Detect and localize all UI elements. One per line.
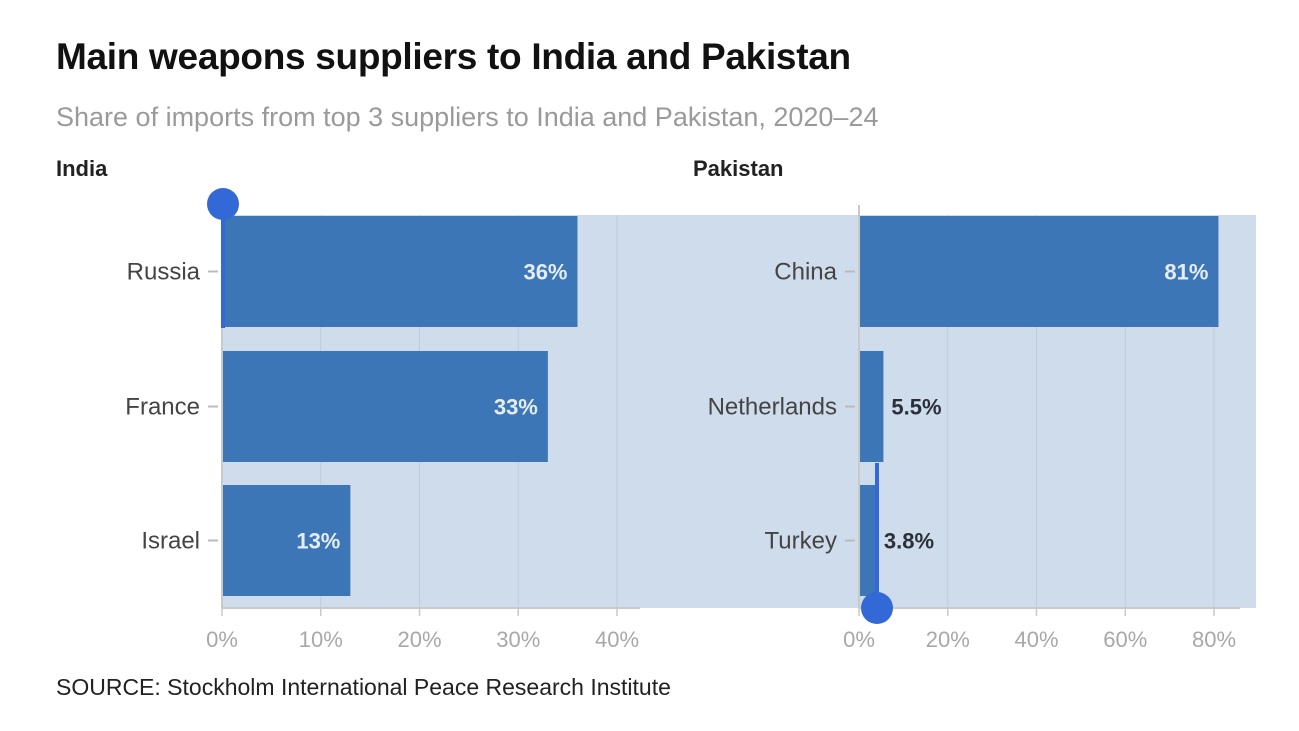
panel-title-india: India <box>56 156 108 181</box>
india-category-label: France <box>125 394 200 421</box>
pakistan-bar-netherlands[interactable] <box>859 351 884 462</box>
india-category-label: Russia <box>127 259 201 286</box>
pakistan-category-label: Netherlands <box>708 394 837 421</box>
pakistan-category-label: China <box>774 259 837 286</box>
india-x-tick-label: 0% <box>206 627 238 652</box>
india-handle-stem <box>221 204 225 328</box>
panel-title-pakistan: Pakistan <box>693 156 784 181</box>
source-note: SOURCE: Stockholm International Peace Re… <box>56 674 671 700</box>
pakistan-handle-stem <box>875 463 879 608</box>
pakistan-x-tick-label: 20% <box>926 627 970 652</box>
chart-subtitle: Share of imports from top 3 suppliers to… <box>56 102 879 132</box>
india-bar-france[interactable] <box>222 351 548 462</box>
india-bar-israel[interactable] <box>222 485 351 596</box>
india-bar-russia[interactable] <box>222 216 578 327</box>
india-value-label: 13% <box>296 529 340 554</box>
pakistan-category-label: Turkey <box>765 528 837 555</box>
pakistan-value-label: 5.5% <box>891 395 941 420</box>
india-category-label: Israel <box>141 528 200 555</box>
pakistan-bar-turkey[interactable] <box>859 485 876 596</box>
india-x-tick-label: 20% <box>397 627 441 652</box>
pakistan-x-tick-label: 0% <box>843 627 875 652</box>
pakistan-x-tick-label: 60% <box>1103 627 1147 652</box>
pakistan-value-label: 3.8% <box>884 529 934 554</box>
india-value-label: 36% <box>523 260 567 285</box>
india-x-tick-label: 40% <box>595 627 639 652</box>
india-x-tick-label: 30% <box>496 627 540 652</box>
india-value-label: 33% <box>494 395 538 420</box>
pakistan-bar-china[interactable] <box>859 216 1219 327</box>
pakistan-drag-handle[interactable] <box>861 592 893 624</box>
india-drag-handle[interactable] <box>207 188 239 220</box>
pakistan-x-tick-label: 80% <box>1192 627 1236 652</box>
pakistan-value-label: 81% <box>1164 260 1208 285</box>
pakistan-x-tick-label: 40% <box>1014 627 1058 652</box>
chart-title: Main weapons suppliers to India and Paki… <box>56 36 851 77</box>
india-x-tick-label: 10% <box>299 627 343 652</box>
